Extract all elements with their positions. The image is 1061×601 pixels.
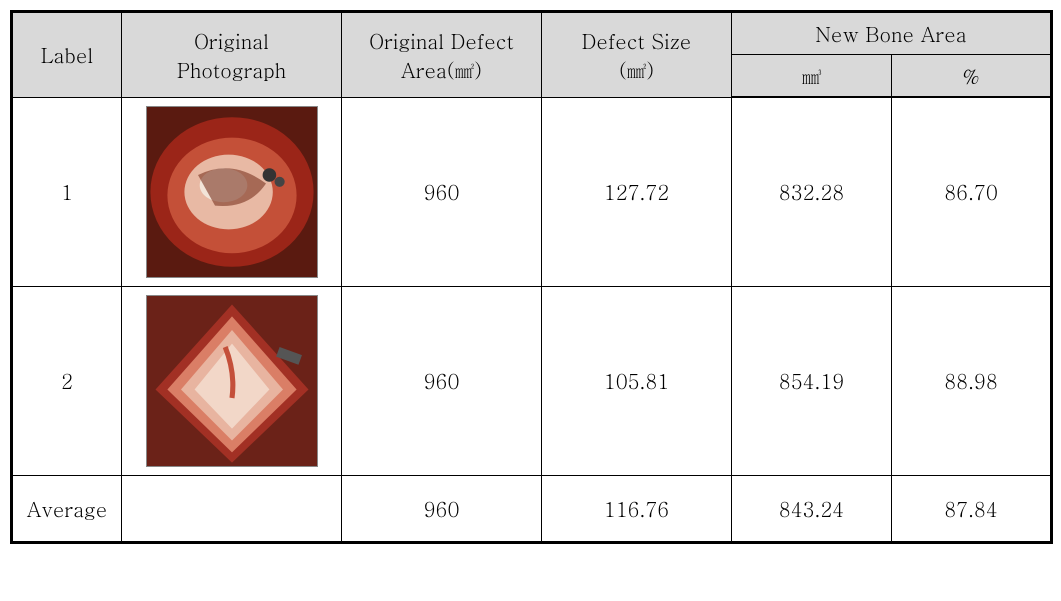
table-row: 2 960 105.81 854.19 88.98 [12,286,1052,475]
cell-label: 2 [12,286,122,475]
tissue-photo-svg [147,107,317,277]
col-header-new-bone-group: New Bone Area [732,12,1052,55]
average-row: Average 960 116.76 843.24 87.84 [12,475,1052,542]
cell-photo [122,97,342,286]
data-table: Label Original Photograph Original Defec… [10,10,1053,544]
cell-defect-size: 127.72 [542,97,732,286]
col-header-orig-defect: Original Defect Area(㎟) [342,12,542,98]
cell-average-new-bone-mm3: 843.24 [732,475,892,542]
cell-orig-defect: 960 [342,286,542,475]
cell-new-bone-mm3: 832.28 [732,97,892,286]
cell-average-orig-defect: 960 [342,475,542,542]
photo-placeholder [146,295,318,467]
cell-label: 1 [12,97,122,286]
col-header-photo: Original Photograph [122,12,342,98]
tissue-photo-svg [147,296,317,466]
col-header-new-bone-mm3: ㎣ [732,55,892,98]
cell-average-defect-size: 116.76 [542,475,732,542]
cell-orig-defect: 960 [342,97,542,286]
cell-photo [122,286,342,475]
cell-new-bone-mm3: 854.19 [732,286,892,475]
cell-new-bone-pct: 86.70 [892,97,1052,286]
table-row: 1 960 127.72 832.28 [12,97,1052,286]
header-row-1: Label Original Photograph Original Defec… [12,12,1052,55]
col-header-label: Label [12,12,122,98]
col-header-defect-size: Defect Size (㎟) [542,12,732,98]
cell-new-bone-pct: 88.98 [892,286,1052,475]
col-header-new-bone-pct: % [892,55,1052,98]
cell-average-label: Average [12,475,122,542]
cell-average-new-bone-pct: 87.84 [892,475,1052,542]
photo-placeholder [146,106,318,278]
cell-defect-size: 105.81 [542,286,732,475]
cell-average-photo [122,475,342,542]
